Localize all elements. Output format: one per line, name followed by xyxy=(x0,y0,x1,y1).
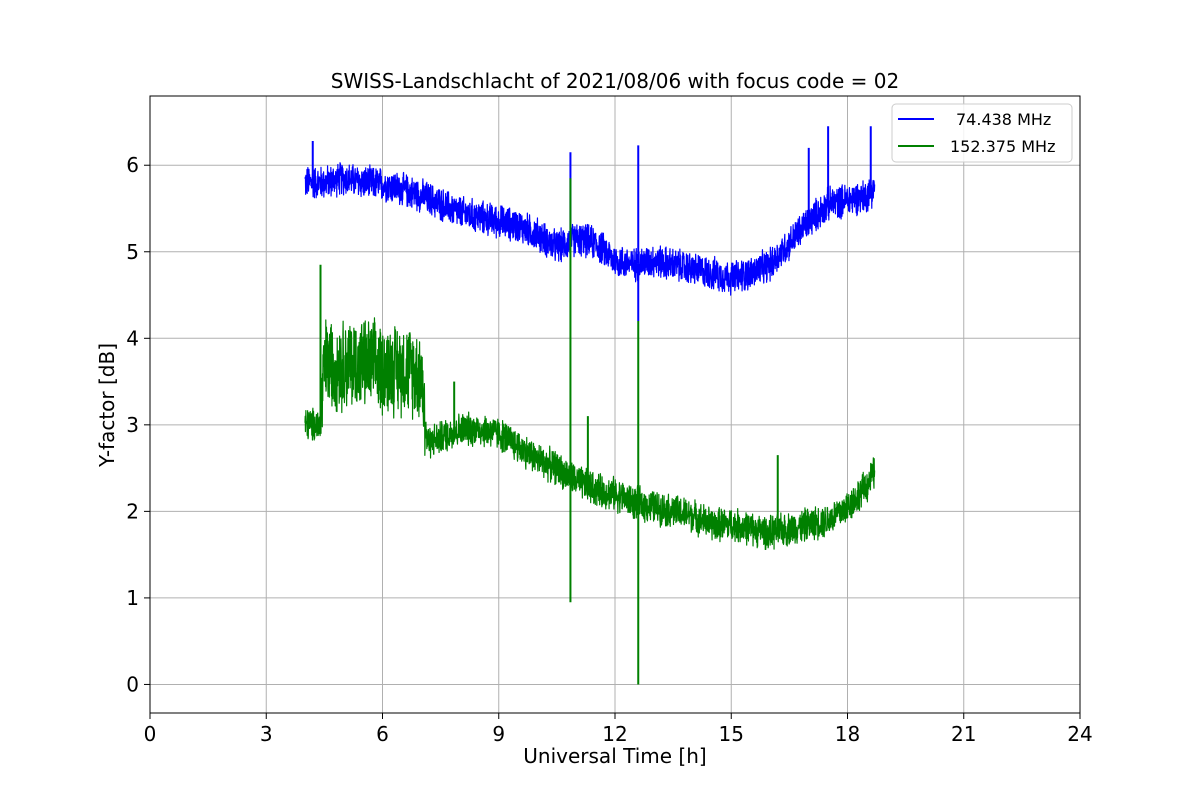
y-tick-label: 0 xyxy=(126,672,139,696)
legend-label-74-mhz: 74.438 MHz xyxy=(956,110,1051,129)
chart-title: SWISS-Landschlacht of 2021/08/06 with fo… xyxy=(331,69,899,93)
y-axis-label: Y-factor [dB] xyxy=(95,343,119,468)
x-tick-label: 24 xyxy=(1067,722,1092,746)
y-tick-label: 6 xyxy=(126,153,139,177)
x-tick-label: 0 xyxy=(144,722,157,746)
x-tick-label: 6 xyxy=(376,722,389,746)
legend-box xyxy=(891,103,1073,163)
x-axis-label: Universal Time [h] xyxy=(523,744,706,768)
y-tick-label: 4 xyxy=(126,326,139,350)
series-layer xyxy=(304,126,876,685)
x-tick-label: 9 xyxy=(492,722,505,746)
y-tick-label: 2 xyxy=(126,499,139,523)
series-line-0 xyxy=(304,162,876,296)
x-tick-label: 18 xyxy=(835,722,860,746)
x-tick-label: 21 xyxy=(951,722,976,746)
x-tick-label: 3 xyxy=(260,722,273,746)
y-tick-label: 1 xyxy=(126,586,139,610)
series-line-1 xyxy=(304,317,876,551)
x-tick-label: 15 xyxy=(719,722,744,746)
y-tick-label: 3 xyxy=(126,413,139,437)
y-tick-label: 5 xyxy=(126,240,139,264)
legend: 74.438 MHz 152.375 MHz xyxy=(891,103,1073,163)
x-tick-label: 12 xyxy=(602,722,627,746)
legend-label-152-mhz: 152.375 MHz xyxy=(950,137,1055,156)
